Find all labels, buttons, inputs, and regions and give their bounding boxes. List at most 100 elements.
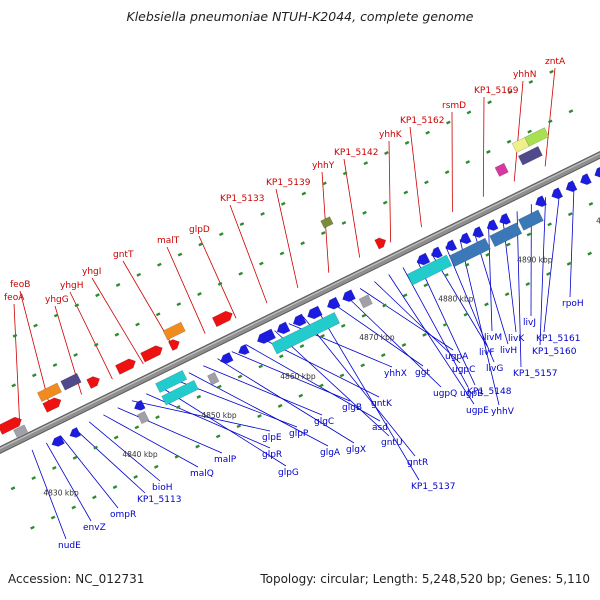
kbp-label: 4880 kbp bbox=[438, 294, 474, 303]
tick-mark bbox=[257, 414, 262, 419]
label-connector bbox=[513, 80, 524, 182]
gene-glyph-blue bbox=[342, 289, 356, 302]
gene-glyph-yellow bbox=[511, 137, 530, 153]
label-connector bbox=[488, 225, 493, 332]
tick-mark bbox=[568, 109, 574, 114]
label-connector bbox=[60, 435, 119, 509]
tick-mark bbox=[339, 373, 345, 378]
tick-mark bbox=[51, 465, 57, 470]
gene-label-feoa: feoA bbox=[4, 293, 25, 303]
gene-label-glgc: glgC bbox=[314, 417, 334, 427]
tick-mark bbox=[384, 151, 389, 155]
gene-glyph-red bbox=[115, 358, 136, 375]
tick-mark bbox=[174, 454, 180, 459]
tick-mark bbox=[215, 434, 221, 439]
chromosome-backbone bbox=[0, 151, 600, 454]
kbp-label: 4870 kbp bbox=[359, 333, 395, 342]
label-connector bbox=[229, 204, 268, 304]
gene-glyph-blue bbox=[535, 195, 547, 208]
tick-mark bbox=[177, 252, 183, 257]
tick-mark bbox=[362, 210, 367, 215]
kbp-label: 4850 kbp bbox=[201, 411, 237, 420]
gene-glyph-grey bbox=[207, 372, 220, 386]
label-connector bbox=[482, 96, 485, 197]
label-connector bbox=[88, 421, 161, 482]
label-connector bbox=[31, 449, 67, 540]
gene-label-ugpa: ugpA bbox=[445, 352, 469, 362]
genes-value: 5,110 bbox=[555, 572, 590, 586]
tick-mark bbox=[73, 352, 78, 357]
gene-glyph-orange bbox=[162, 321, 186, 341]
tick-mark bbox=[114, 332, 120, 337]
gene-glyph-red bbox=[86, 376, 100, 389]
gene-label-gntk: gntK bbox=[371, 399, 393, 409]
tick-mark bbox=[115, 283, 121, 287]
topology-label: Topology: bbox=[260, 572, 317, 586]
tick-mark bbox=[403, 190, 409, 195]
gene-glyph-steel bbox=[489, 222, 523, 248]
length-label: Length: bbox=[372, 572, 419, 586]
gene-label-kp1-5162: KP1_5162 bbox=[400, 116, 444, 126]
tick-mark bbox=[133, 475, 138, 479]
tick-mark bbox=[320, 333, 325, 338]
label-connector bbox=[91, 277, 144, 365]
gene-glyph-red bbox=[140, 345, 163, 363]
tick-mark bbox=[11, 383, 17, 388]
tick-mark bbox=[113, 435, 119, 440]
gene-glyph-cyan bbox=[406, 254, 453, 286]
gene-label-malp: malP bbox=[214, 455, 237, 465]
gene-glyph-blue bbox=[292, 313, 307, 327]
gene-label-envz: envZ bbox=[83, 523, 106, 533]
label-connector bbox=[374, 281, 461, 364]
label-connector bbox=[166, 246, 206, 334]
gene-label-glgx: glgX bbox=[346, 445, 366, 455]
gene-label-bioh: bioH bbox=[152, 483, 173, 493]
gene-glyph-blue bbox=[486, 219, 499, 231]
tick-mark bbox=[112, 485, 118, 490]
gene-label-ugpc: ugpC bbox=[452, 365, 475, 375]
gene-label-gntt: gntT bbox=[113, 250, 134, 260]
tick-mark bbox=[157, 262, 162, 267]
label-connector bbox=[388, 140, 391, 243]
gene-label-glpr: glpR bbox=[262, 450, 282, 460]
gene-glyph-blue bbox=[69, 427, 82, 438]
gene-glyph-blue bbox=[220, 352, 234, 364]
gene-glyph-grey bbox=[13, 424, 29, 438]
label-connector bbox=[459, 239, 500, 406]
tick-mark bbox=[217, 384, 222, 389]
tick-mark bbox=[484, 302, 489, 307]
tick-mark bbox=[176, 302, 182, 307]
tick-mark bbox=[546, 271, 551, 276]
tick-mark bbox=[239, 222, 245, 227]
label-connector bbox=[198, 235, 237, 319]
tick-mark bbox=[363, 161, 369, 166]
tick-mark bbox=[401, 343, 407, 347]
gene-glyph-blue bbox=[133, 399, 146, 411]
tick-mark bbox=[485, 252, 491, 257]
gene-label-kp1-5160: KP1_5160 bbox=[532, 347, 577, 357]
gene-label-malt: malT bbox=[157, 236, 180, 246]
label-connector bbox=[188, 372, 329, 447]
tick-mark bbox=[258, 364, 264, 369]
tick-mark bbox=[299, 344, 305, 349]
gene-label-yhhn: yhhN bbox=[513, 70, 536, 80]
tick-mark bbox=[260, 211, 265, 216]
gene-glyph-blue bbox=[307, 305, 323, 320]
gene-label-glpp: glpP bbox=[289, 429, 309, 439]
tick-mark bbox=[425, 130, 431, 135]
tick-mark bbox=[588, 202, 594, 206]
gene-glyph-blue bbox=[594, 166, 600, 178]
accession-value: NC_012731 bbox=[75, 572, 145, 586]
gene-label-kp1-5139: KP1_5139 bbox=[266, 178, 311, 188]
tick-mark bbox=[280, 201, 286, 206]
label-connector bbox=[274, 330, 390, 437]
gene-label-yhhv: yhhV bbox=[491, 407, 515, 417]
gene-glyph-blue bbox=[499, 212, 512, 225]
label-connector bbox=[117, 407, 223, 454]
tick-mark bbox=[587, 251, 593, 256]
tick-mark bbox=[382, 200, 388, 205]
tick-mark bbox=[136, 272, 142, 277]
label-connector bbox=[445, 246, 495, 363]
gene-features bbox=[0, 127, 600, 447]
tick-mark bbox=[547, 119, 553, 124]
